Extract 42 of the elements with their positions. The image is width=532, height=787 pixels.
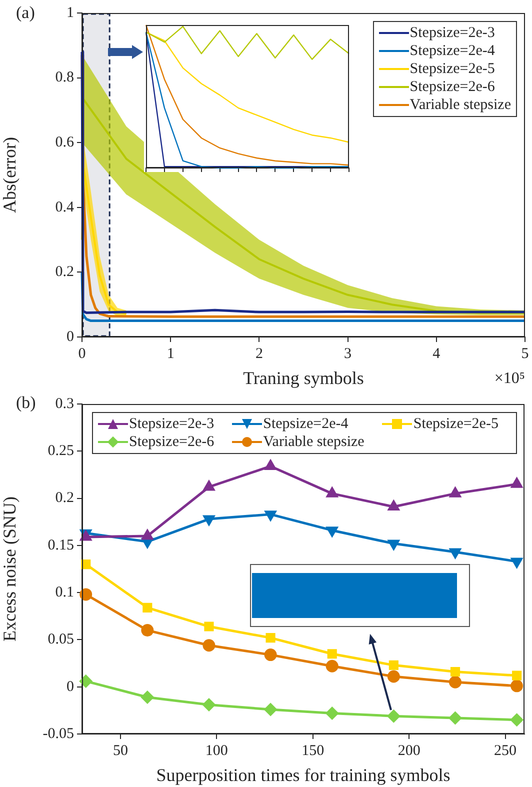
x-tick-label: 2: [255, 346, 263, 362]
y-tick-label: 0.1: [55, 584, 74, 601]
x-tick-label: 50: [112, 742, 128, 759]
y-axis-title: Abs(error): [0, 137, 20, 213]
x-tick-label: 1: [166, 346, 174, 362]
x-axis-title: Superposition times for training symbols: [156, 764, 450, 785]
x-tick-label: 5: [521, 346, 529, 362]
y-tick-label: 0.4: [55, 199, 74, 216]
legend-label: Stepsize=2e-3: [410, 24, 495, 42]
x-tick-label: 250: [494, 742, 517, 759]
y-tick-label: 0.6: [55, 134, 74, 151]
legend-label: Stepsize=2e-5: [410, 60, 495, 78]
x-tick-label: 100: [205, 742, 228, 759]
x-tick-label: 150: [302, 742, 324, 759]
legend-label: Stepsize=2e-5: [413, 415, 498, 433]
y-tick-label: 0.05: [48, 632, 74, 648]
legend-label: Stepsize=2e-3: [129, 415, 214, 433]
y-tick-label: 0.2: [55, 264, 74, 280]
y-tick-label: 0.2: [55, 490, 74, 506]
y-axis-title: Excess noise (SNU): [0, 496, 20, 642]
x-tick-label: 0: [78, 346, 86, 362]
y-tick-label: 0: [66, 678, 74, 695]
chart-title: (a): [16, 3, 35, 23]
legend-label: Stepsize=2e-4: [410, 42, 495, 60]
y-tick-label: -0.05: [42, 726, 74, 742]
legend-label: Stepsize=2e-4: [263, 415, 348, 433]
legend-label: Stepsize=2e-6: [129, 433, 214, 451]
y-tick-label: 0.15: [48, 537, 74, 554]
legend-label: Stepsize=2e-6: [410, 78, 495, 96]
x-tick-label: 4: [432, 346, 441, 362]
x-tick-label: 200: [398, 742, 420, 759]
x-tick-label: 3: [344, 346, 352, 362]
y-tick-label: 0.25: [48, 443, 74, 460]
y-tick-label: 0.8: [55, 70, 74, 86]
legend-label: Variable stepsize: [263, 433, 364, 451]
y-tick-label: 1: [66, 4, 74, 21]
y-tick-label: 0: [66, 328, 74, 345]
y-tick-label: 0.3: [55, 396, 74, 412]
text: ×10⁵: [494, 370, 525, 388]
legend-label: Variable stepsize: [410, 96, 511, 114]
x-axis-title: Traning symbols: [243, 368, 364, 388]
chart-title: (b): [16, 393, 36, 413]
